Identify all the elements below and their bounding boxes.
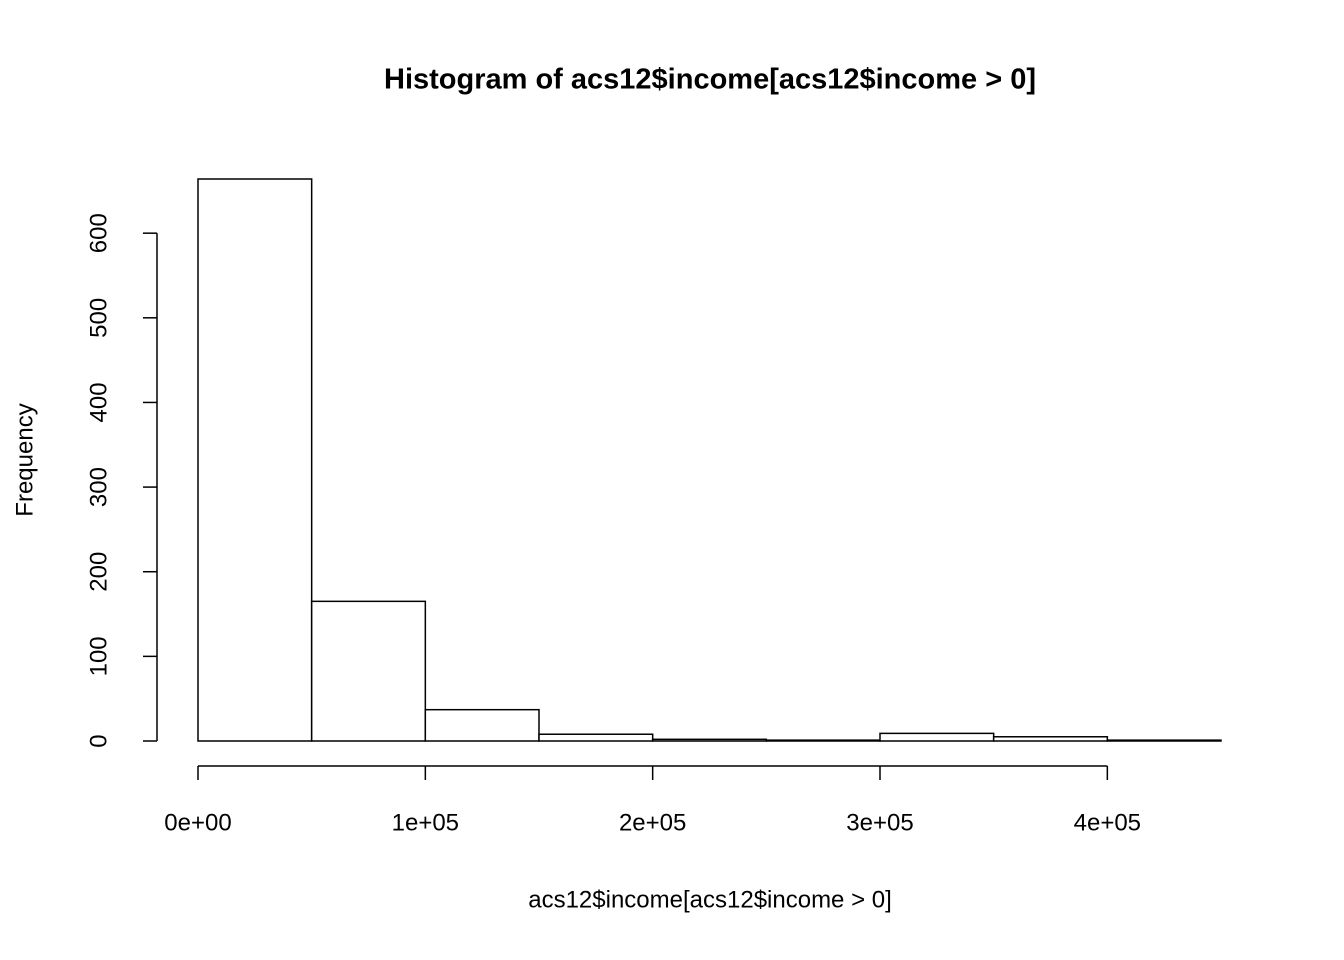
bar (992, 736, 1109, 742)
y-tick-label: 600 (85, 213, 112, 253)
chart-title: Histogram of acs12$income[acs12$income >… (384, 64, 1036, 96)
bar (765, 739, 881, 742)
y-axis-label: Frequency (11, 403, 38, 516)
y-tick-label: 400 (85, 382, 112, 422)
y-tick-label: 300 (85, 467, 112, 507)
y-tick-label: 0 (85, 734, 112, 747)
x-tick-label: 1e+05 (392, 809, 459, 836)
y-tick-label: 500 (85, 298, 112, 338)
x-tick-label: 2e+05 (619, 809, 686, 836)
y-tick-label: 100 (85, 636, 112, 676)
x-tick-label: 3e+05 (846, 809, 913, 836)
x-axis-label: acs12$income[acs12$income > 0] (528, 886, 892, 913)
y-tick-label: 200 (85, 552, 112, 592)
bar (310, 600, 427, 742)
bar (197, 178, 313, 742)
bar (651, 738, 768, 742)
bar (879, 732, 995, 742)
x-tick-label: 4e+05 (1074, 809, 1141, 836)
x-tick-label: 0e+00 (164, 809, 231, 836)
bar (538, 733, 654, 742)
bar (1106, 739, 1222, 742)
bar (424, 708, 540, 742)
